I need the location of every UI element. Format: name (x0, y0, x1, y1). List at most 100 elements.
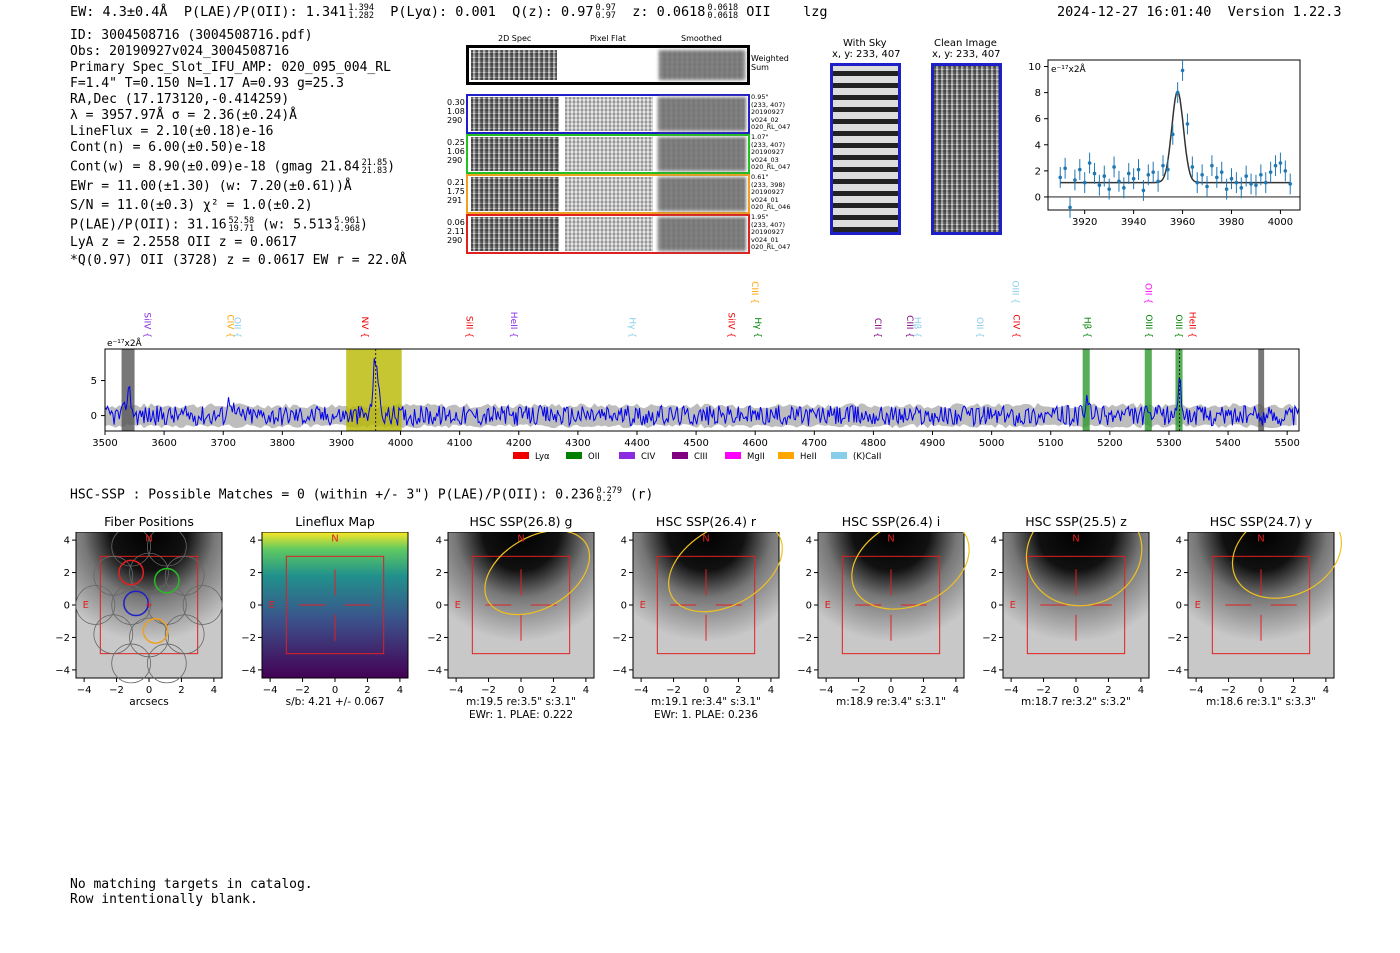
hsc-y-tick-label: 0 (991, 601, 997, 612)
cutout-side-line: v024_01 (751, 235, 779, 244)
hsc-y-tick-label: 2 (1176, 568, 1182, 579)
fiber-circle (146, 532, 187, 567)
version: Version 1.22.3 (1227, 4, 1342, 20)
hsc-panel: N E −4 −2 0 2 4 −4 −2 0 2 4 (241, 532, 409, 696)
info-ewr: EWr = 11.00(±1.30) (w: 7.20(±0.61))Å (70, 178, 352, 194)
hsc-panel-title: Fiber Positions (104, 514, 194, 529)
zoom-x-tick-label: 4000 (1268, 217, 1293, 228)
highlight-fiber (123, 590, 149, 617)
spectrum-x-tick-label: 3700 (210, 438, 235, 449)
cutout-smoothed (658, 97, 746, 131)
hsc-y-tick-label: 4 (1176, 536, 1182, 547)
info-contw-row: Cont(w) = 8.90(±0.09)e-18 (gmag 21.84 21.… (70, 159, 407, 176)
svg-text:HeII {: HeII { (508, 312, 518, 338)
zoom-data-point (1122, 186, 1126, 190)
zoom-data-point (1117, 179, 1121, 184)
spectrum-x-tick-label: 5200 (1097, 438, 1122, 449)
zoom-data-point (1097, 183, 1102, 188)
cutout-pixel-flat (565, 97, 653, 131)
spectrum-line-label: OII { (1142, 283, 1152, 304)
cutout-side-line: (233, 407) (751, 140, 786, 149)
info-plae-w-range: 5.961 4.968 (334, 215, 361, 234)
zoom-y-tick-label: 6 (1035, 114, 1041, 125)
hsc-x-tick-label: −2 (851, 685, 866, 696)
spectrum-legend-label: CIV (641, 452, 655, 462)
highlight-fiber (153, 567, 180, 594)
hsc-y-tick-label: −2 (241, 633, 256, 644)
fiber-circle (111, 532, 152, 567)
cutout-row (466, 134, 750, 174)
spectrum-line-label: Hγ { (752, 317, 762, 338)
hsc-cutout-image (1188, 532, 1334, 678)
spectrum-legend-label: MgII (747, 452, 765, 462)
info-lya: LyA z = 2.2558 OII z = 0.0617 (70, 235, 297, 250)
spectrum-highlight-band (1082, 349, 1090, 431)
spectrum-line-label: Hβ { (912, 317, 922, 338)
hsc-x-tick-label: 0 (1073, 685, 1079, 696)
qz-range: 0.97 0.97 (595, 3, 616, 21)
spectrum-highlight-band (1175, 349, 1183, 431)
hsc-x-tick-label: 2 (920, 685, 926, 696)
col-title-pixelflat: Pixel Flat (590, 34, 626, 43)
hsc-x-tick-label: 0 (332, 685, 338, 696)
plae-range: 1.394 1.282 (348, 3, 374, 21)
hsc-panel-title: Lineflux Map (295, 514, 375, 529)
cutout-side-line: v024_02 (751, 115, 779, 124)
zoom-data-point (1068, 205, 1072, 210)
zoom-data-point (1141, 188, 1146, 193)
info-q: *Q(0.97) OII (3728) z = 0.0617 EW r = 22… (70, 253, 407, 268)
aperture-box (285, 555, 385, 655)
fiber-circle (146, 643, 187, 684)
zoom-data-point (1180, 68, 1185, 73)
hsc-y-tick-label: 2 (806, 568, 812, 579)
spectrum-legend-swatch (619, 452, 635, 459)
cutout-pixel-flat (565, 137, 653, 171)
spectrum-line-label: OII { (231, 317, 241, 338)
cutout-side-line: (233, 407) (751, 100, 786, 109)
zoom-data-point (1219, 170, 1224, 174)
cutout-stat: 1.06 (447, 147, 465, 156)
hsc-cutout-image (818, 532, 964, 678)
info-params: F=1.4" T=0.150 N=1.17 A=0.93 g=25.3 (70, 76, 344, 91)
cutout-side-line: 20190927 (751, 148, 785, 157)
hsc-panel-caption: m:18.7 re:3.2" s:3.2" (1021, 696, 1131, 708)
spectrum-x-tick-label: 4500 (683, 438, 708, 449)
svg-text:Hγ {: Hγ { (752, 317, 762, 338)
zoom-data-point (1092, 171, 1097, 176)
clean-image-title: Clean Image (934, 38, 997, 49)
cutout-side-line: v024_03 (751, 155, 779, 164)
spectrum-line-label: SiIV { (726, 312, 736, 338)
hsc-panel: N E −4 −2 0 2 4 −4 −2 0 2 4 (427, 532, 595, 696)
zoom-data-point (1259, 172, 1263, 177)
east-label: E (1195, 600, 1201, 611)
zoom-data-point (1063, 166, 1067, 171)
spectrum-legend-label: CIII (694, 452, 707, 462)
hsc-x-tick-label: 0 (1258, 685, 1264, 696)
cutout-row (466, 94, 750, 134)
cutout-stat: 290 (447, 116, 463, 125)
cutout-side-line: 0.61" (751, 173, 769, 181)
hsc-y-tick-label: 4 (436, 536, 442, 547)
zoom-data-point (1082, 180, 1087, 185)
hsc-x-tick-label: −4 (1004, 685, 1019, 696)
fiber-circle (182, 585, 223, 625)
zoom-data-point (1215, 175, 1219, 180)
spectrum-x-tick-label: 4200 (506, 438, 531, 449)
hsc-x-tick-label: 4 (953, 685, 959, 696)
zoom-y-tick-label: 2 (1035, 166, 1041, 177)
info-radec: RA,Dec (17.173120,-0.414259) (70, 92, 290, 107)
hsc-panel-caption: m:19.1 re:3.4" s:3.1" (651, 696, 761, 708)
hsc-x-tick-label: 2 (178, 685, 184, 696)
hsc-panel-caption: m:19.5 re:3.5" s:3.1" (466, 696, 576, 708)
hsc-y-tick-label: −4 (1167, 665, 1182, 676)
spectrum-legend-swatch (831, 452, 847, 459)
svg-text:OII {: OII { (1142, 283, 1152, 304)
zoom-data-point (1185, 122, 1190, 126)
east-label: E (83, 600, 89, 611)
cutout-stat: 1.75 (447, 187, 465, 196)
cutout-stat: 291 (447, 196, 463, 205)
col-title-smoothed: Smoothed (681, 34, 722, 43)
hsc-y-tick-label: −2 (55, 633, 70, 644)
zoom-x-tick-label: 3980 (1219, 217, 1244, 228)
zoom-data-point (1234, 180, 1239, 185)
